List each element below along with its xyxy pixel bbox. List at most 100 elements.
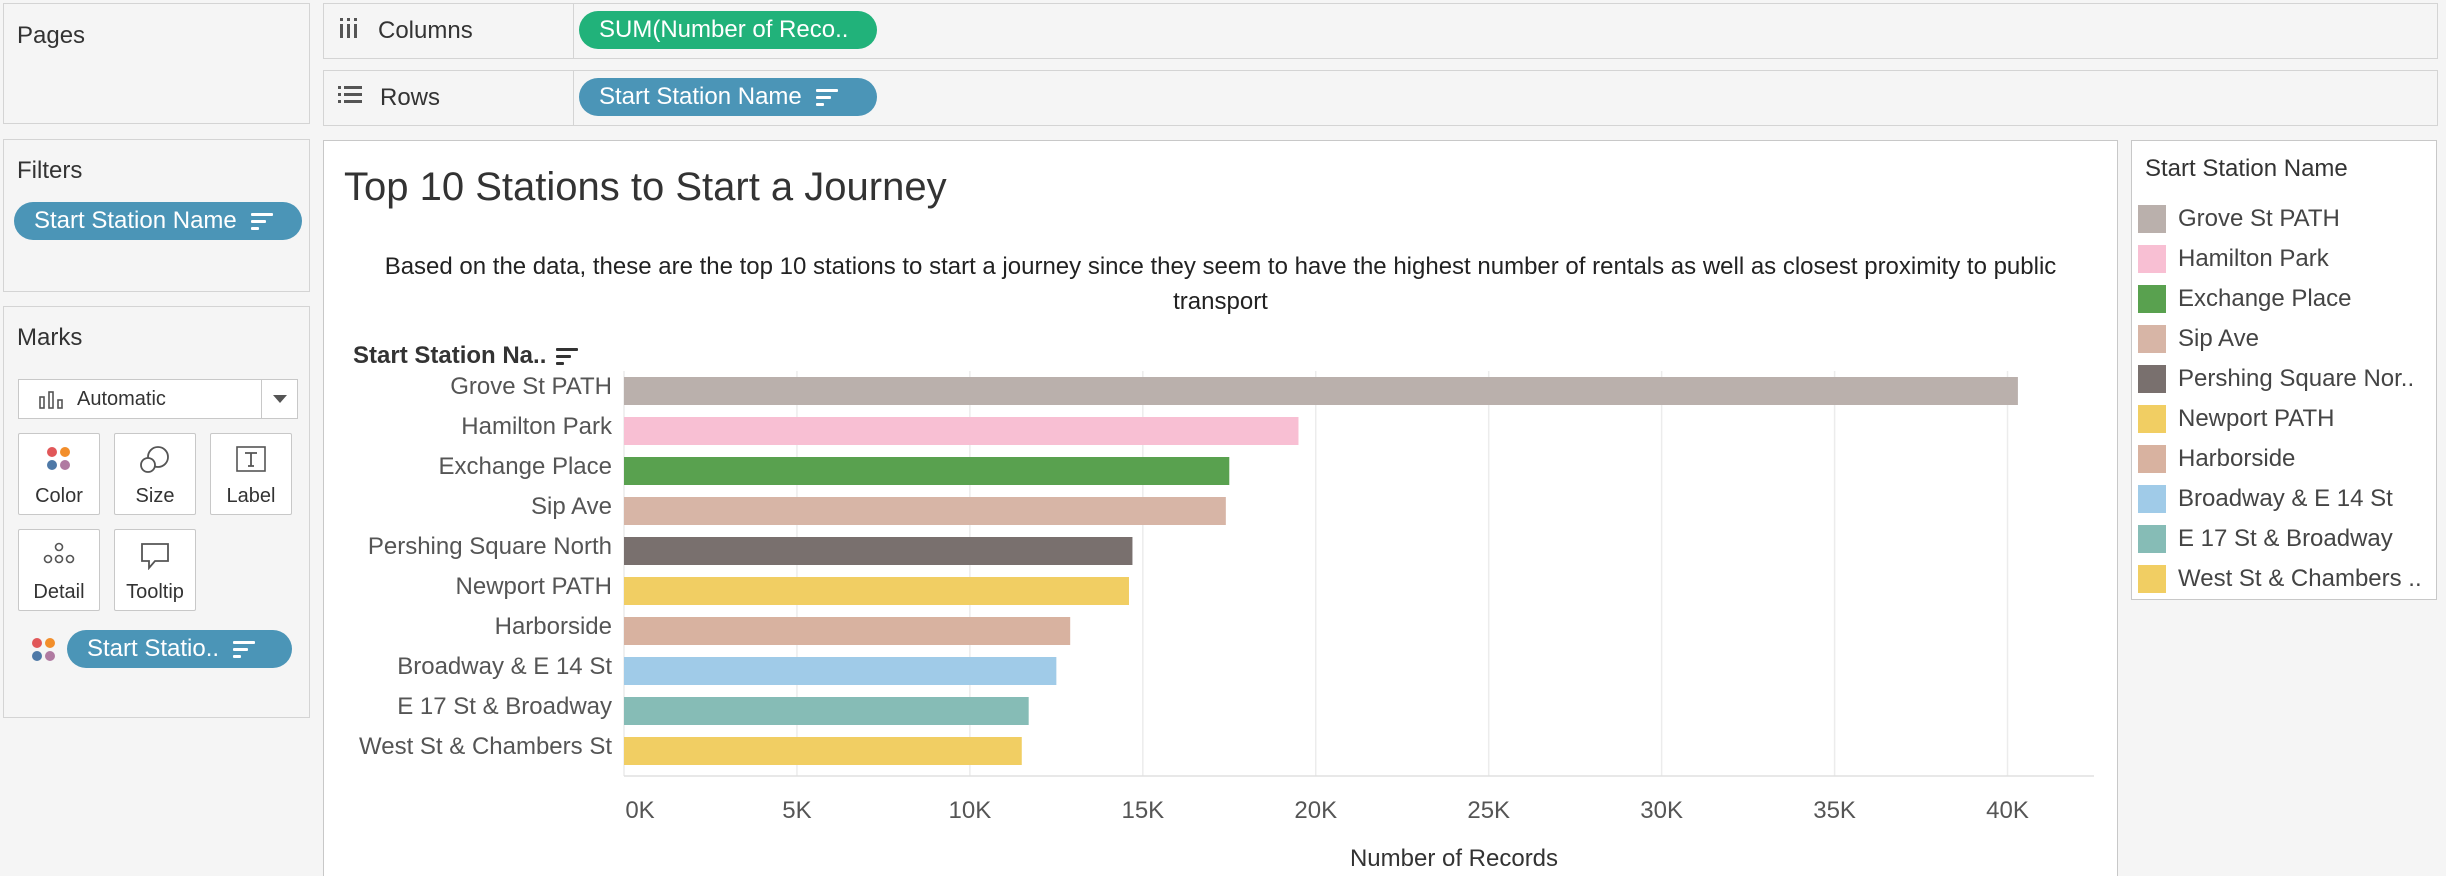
bar[interactable]	[624, 697, 1029, 725]
subtitle: Based on the data, these are the top 10 …	[384, 253, 2057, 315]
marks-pill-label: Start Statio..	[87, 635, 220, 662]
color-legend: Start Station Name Grove St PATH Hamilton…	[2131, 140, 2437, 600]
dropdown-arrow-icon[interactable]	[261, 380, 297, 418]
mark-type-select[interactable]: Automatic	[18, 379, 298, 419]
legend-label: Sip Ave	[2178, 325, 2259, 352]
bar[interactable]	[624, 497, 1226, 525]
columns-label: Columns	[378, 17, 473, 44]
rows-shelf[interactable]: Rows Start Station Name	[323, 70, 2438, 126]
legend-swatch	[2138, 565, 2166, 593]
legend-item[interactable]: Grove St PATH	[2138, 199, 2340, 239]
legend-swatch	[2138, 405, 2166, 433]
detail-icon	[42, 542, 76, 570]
x-tick-label: 35K	[1813, 797, 1856, 824]
tooltip-icon	[140, 542, 170, 576]
bar[interactable]	[624, 737, 1022, 765]
legend-item[interactable]: Harborside	[2138, 439, 2295, 479]
legend-item[interactable]: Sip Ave	[2138, 319, 2259, 359]
marks-card: Marks Automatic Color Size Label Detail	[3, 306, 310, 718]
columns-pill-label: SUM(Number of Reco..	[599, 16, 849, 43]
legend-label: Newport PATH	[2178, 405, 2335, 432]
detail-label: Detail	[33, 581, 85, 603]
x-tick-label: 40K	[1986, 797, 2029, 824]
size-button[interactable]: Size	[114, 433, 196, 515]
y-tick-label: Grove St PATH	[450, 373, 612, 400]
mark-type-label: Automatic	[77, 387, 166, 410]
legend-swatch	[2138, 205, 2166, 233]
label-label: Label	[226, 485, 276, 507]
x-tick-label: 25K	[1467, 797, 1510, 824]
size-icon	[139, 446, 171, 480]
marks-color-pill[interactable]: Start Statio..	[67, 630, 292, 668]
detail-button[interactable]: Detail	[18, 529, 100, 611]
bar[interactable]	[624, 457, 1230, 485]
sort-icon	[233, 640, 256, 658]
row-header-label: Start Station Na..	[353, 342, 547, 369]
filters-shelf[interactable]: Filters Start Station Name	[3, 139, 310, 292]
legend-swatch	[2138, 365, 2166, 393]
x-tick-label: 5K	[782, 797, 811, 824]
bar-mark-icon	[39, 389, 65, 409]
bar[interactable]	[624, 617, 1071, 645]
y-tick-label: E 17 St & Broadway	[397, 693, 612, 720]
rows-pill[interactable]: Start Station Name	[579, 78, 877, 116]
sort-icon	[250, 212, 273, 230]
worksheet-view[interactable]: Top 10 Stations to Start a Journey Based…	[323, 140, 2118, 876]
x-tick-label: 0K	[625, 797, 654, 824]
legend-label: West St & Chambers ..	[2178, 565, 2422, 592]
y-tick-label: Sip Ave	[531, 493, 612, 520]
legend-label: Harborside	[2178, 445, 2296, 472]
legend-item[interactable]: Broadway & E 14 St	[2138, 479, 2393, 519]
filters-title: Filters	[17, 157, 83, 184]
text-label-icon	[236, 446, 266, 478]
label-button[interactable]: Label	[210, 433, 292, 515]
bar[interactable]	[624, 537, 1133, 565]
bar[interactable]	[624, 377, 2018, 405]
color-icon	[45, 446, 73, 478]
sort-icon	[556, 347, 579, 365]
columns-pill[interactable]: SUM(Number of Reco..	[579, 11, 877, 49]
legend-item[interactable]: West St & Chambers ..	[2138, 559, 2422, 599]
legend-label: Exchange Place	[2178, 285, 2352, 312]
y-tick-label: Harborside	[495, 613, 612, 640]
x-tick-label: 15K	[1121, 797, 1164, 824]
legend-swatch	[2138, 485, 2166, 513]
x-tick-label: 10K	[949, 797, 992, 824]
rows-shelf-label: Rows	[324, 71, 574, 125]
y-tick-label: West St & Chambers St	[359, 733, 612, 760]
rows-label: Rows	[380, 84, 441, 111]
legend-label: Broadway & E 14 St	[2178, 485, 2393, 512]
legend-label: Grove St PATH	[2178, 205, 2340, 232]
legend-label: Pershing Square Nor..	[2178, 365, 2415, 392]
rows-icon	[338, 84, 362, 112]
legend-item[interactable]: Newport PATH	[2138, 399, 2334, 439]
color-button[interactable]: Color	[18, 433, 100, 515]
row-header[interactable]: Start Station Na..	[353, 342, 579, 370]
legend-swatch	[2138, 245, 2166, 273]
tooltip-button[interactable]: Tooltip	[114, 529, 196, 611]
page-title: Top 10 Stations to Start a Journey	[344, 165, 947, 209]
color-label: Color	[35, 485, 83, 507]
legend-label: Hamilton Park	[2178, 245, 2329, 272]
legend-item[interactable]: Hamilton Park	[2138, 239, 2329, 279]
rows-pill-label: Start Station Name	[599, 83, 802, 110]
filter-pill-start-station[interactable]: Start Station Name	[14, 202, 302, 240]
sort-icon	[815, 88, 838, 106]
y-tick-label: Hamilton Park	[461, 413, 613, 440]
legend-title: Start Station Name	[2145, 155, 2348, 182]
legend-item[interactable]: Pershing Square Nor..	[2138, 359, 2414, 399]
legend-swatch	[2138, 445, 2166, 473]
legend-item[interactable]: Exchange Place	[2138, 279, 2351, 319]
color-encoding-icon	[30, 637, 58, 668]
pages-title: Pages	[17, 22, 86, 49]
bar[interactable]	[624, 417, 1299, 445]
y-tick-label: Pershing Square North	[368, 533, 612, 560]
filter-pill-label: Start Station Name	[34, 207, 237, 234]
bar[interactable]	[624, 577, 1129, 605]
columns-shelf[interactable]: Columns SUM(Number of Reco..	[323, 3, 2438, 59]
pages-shelf[interactable]: Pages	[3, 3, 310, 124]
bar[interactable]	[624, 657, 1057, 685]
y-tick-label: Broadway & E 14 St	[397, 653, 612, 680]
bar-chart: 0K 5K 10K 15K 20K 25K 30K 35K 40K Grove St PATH Ha…	[359, 371, 2094, 872]
legend-item[interactable]: E 17 St & Broadway	[2138, 519, 2393, 559]
